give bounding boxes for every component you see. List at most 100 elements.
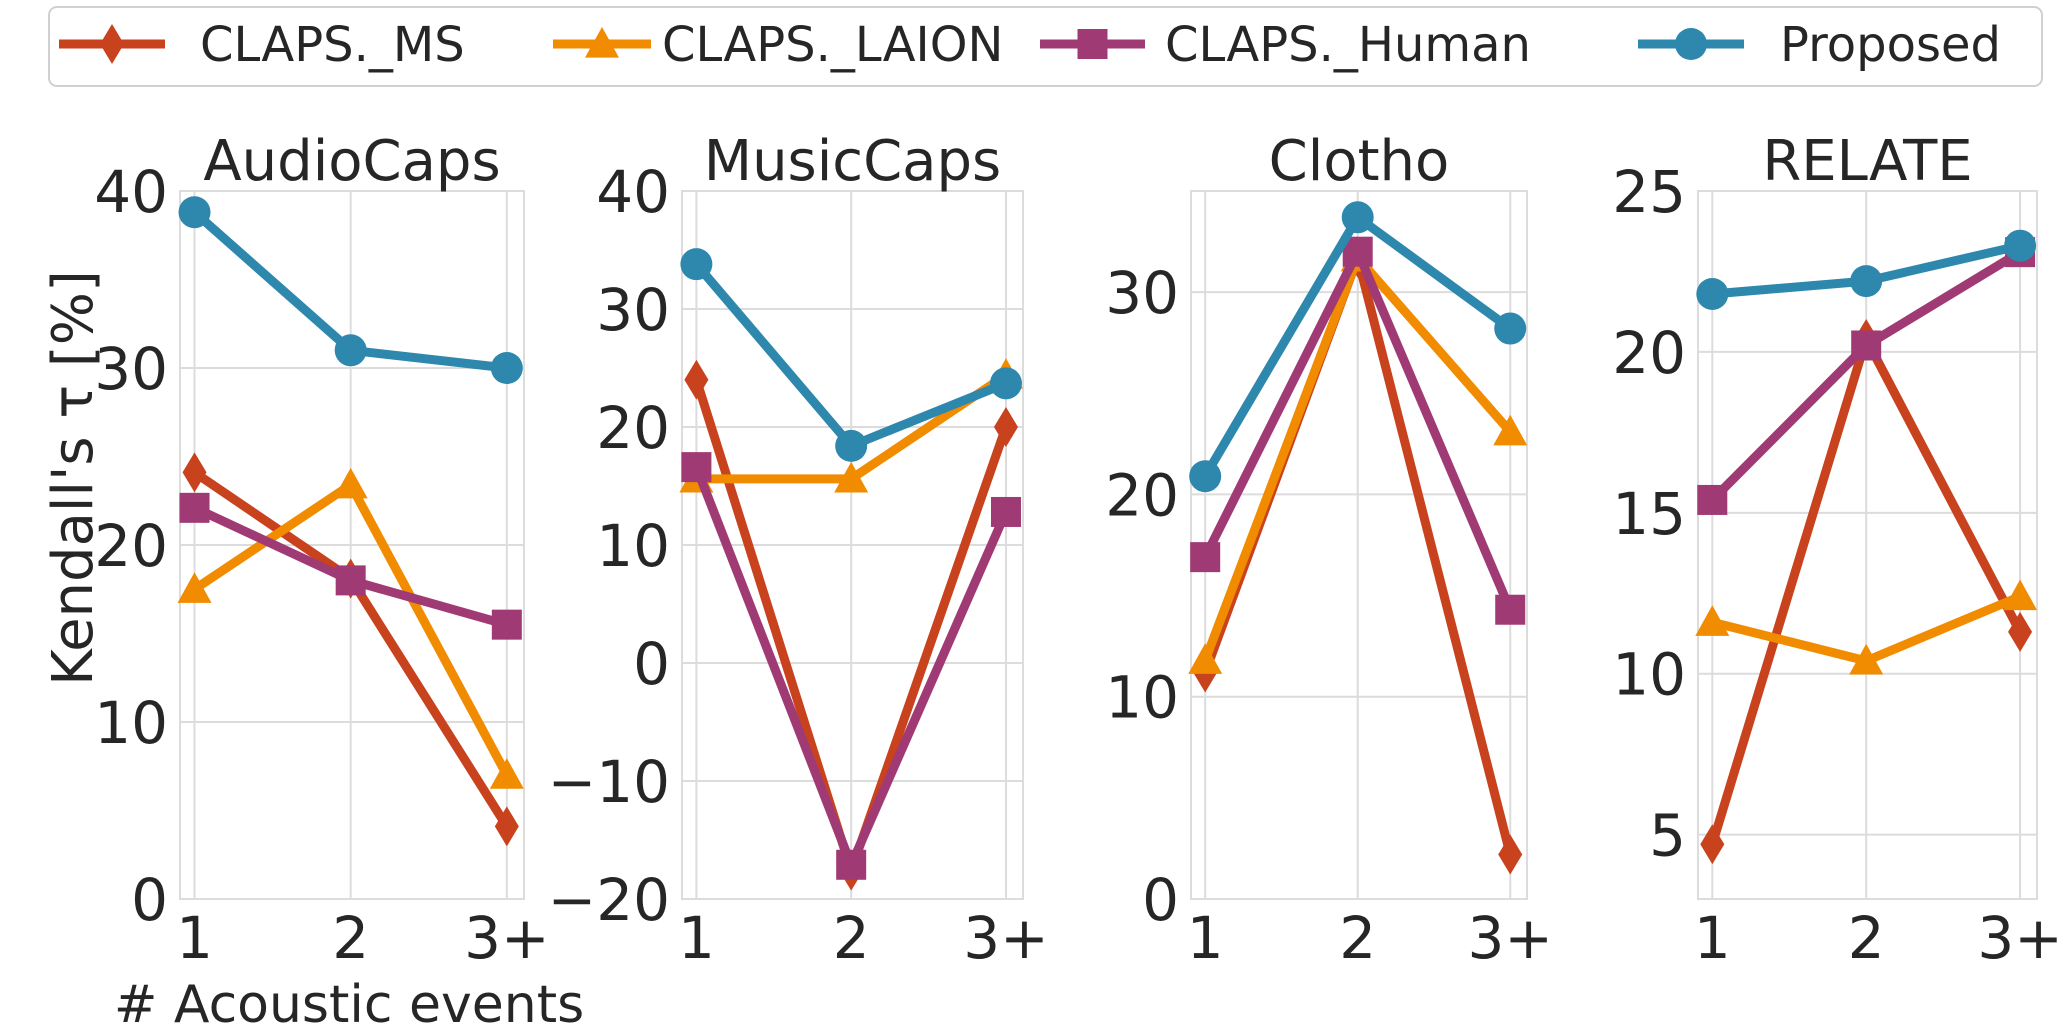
data-point <box>182 452 207 493</box>
data-point <box>2003 579 2038 611</box>
subplot-title: MusicCaps <box>704 129 1001 194</box>
legend-entry: CLAPS._LAION <box>553 17 1003 73</box>
data-point <box>1495 594 1526 625</box>
subplot-audiocaps: 0 10 20 30 40 1 2 3+ AudioCaps <box>94 129 549 972</box>
legend-label: CLAPS._LAION <box>662 17 1003 73</box>
data-point <box>1849 643 1884 675</box>
data-point <box>491 609 522 640</box>
diamond-marker-icon <box>100 24 124 64</box>
y-tick-label: 20 <box>1612 319 1686 387</box>
data-point <box>178 196 211 229</box>
x-tick-label: 2 <box>1339 904 1376 972</box>
y-tick-label: 40 <box>596 158 670 226</box>
series-proposed <box>1696 229 2037 310</box>
data-point <box>335 565 366 596</box>
triangle-marker-icon <box>585 27 619 58</box>
series-claps-human <box>681 452 1021 880</box>
y-axis-label: Kendall's τ [%] <box>41 270 106 686</box>
data-point <box>490 352 523 384</box>
data-point <box>834 461 869 493</box>
y-tick-label: 5 <box>1649 802 1686 870</box>
series-proposed <box>1189 201 1527 493</box>
x-tick-label: 1 <box>176 904 213 972</box>
legend-label: CLAPS._MS <box>200 17 465 73</box>
y-tick-label: 10 <box>1612 641 1686 709</box>
y-tick-label: 20 <box>1105 461 1179 529</box>
x-tick-label: 1 <box>1187 904 1224 972</box>
data-point <box>2004 229 2037 262</box>
x-tick-label: 3+ <box>1467 904 1553 972</box>
series-claps-laion <box>1695 579 2038 675</box>
y-tick-label: 40 <box>94 158 168 226</box>
data-point <box>1341 201 1374 234</box>
y-tick-label: 20 <box>596 394 670 462</box>
square-marker-icon <box>1077 29 1108 59</box>
y-tick-label: −20 <box>548 866 670 934</box>
y-tick-label: 10 <box>94 689 168 757</box>
x-axis-label: # Acoustic events <box>114 975 584 1030</box>
x-tick-label: 2 <box>1848 904 1885 972</box>
axes-frame <box>1697 190 2038 900</box>
legend-label: Proposed <box>1780 17 2001 73</box>
y-tick-label: 25 <box>1612 158 1686 226</box>
y-tick-label: 15 <box>1612 480 1686 548</box>
data-point <box>835 429 868 462</box>
legend-entry: CLAPS._MS <box>59 17 465 73</box>
y-tick-label: 10 <box>1105 664 1179 732</box>
data-point <box>836 849 867 880</box>
y-tick-label: 10 <box>596 512 670 580</box>
data-point <box>2008 611 2033 652</box>
x-tick-label: 3+ <box>963 904 1049 972</box>
data-point <box>1850 265 1883 298</box>
data-point <box>489 758 524 789</box>
subplot-title: Clotho <box>1269 129 1450 194</box>
legend-label: CLAPS._Human <box>1165 17 1531 73</box>
x-tick-label: 1 <box>1694 904 1731 972</box>
data-point <box>1190 542 1221 573</box>
data-point <box>1700 824 1725 865</box>
legend-entry: CLAPS._Human <box>1040 17 1531 73</box>
subplot-title: AudioCaps <box>203 129 500 194</box>
subplot-musiccaps: −20 −10 0 10 20 30 40 1 2 3+ MusicCaps <box>548 129 1049 972</box>
series-claps-laion <box>177 467 524 789</box>
y-tick-label: 20 <box>94 512 168 580</box>
axes-frame <box>179 190 525 900</box>
series-proposed <box>178 196 523 384</box>
y-tick-label: −10 <box>548 748 670 816</box>
x-tick-label: 2 <box>332 904 369 972</box>
data-point <box>177 572 212 603</box>
y-tick-label: 30 <box>1105 259 1179 327</box>
y-tick-label: 0 <box>131 866 168 934</box>
data-point <box>990 496 1021 527</box>
data-point <box>681 452 712 483</box>
axes-frame <box>1190 190 1528 900</box>
y-tick-label: 30 <box>94 335 168 403</box>
data-point <box>989 367 1022 400</box>
series-claps-human <box>1190 236 1526 625</box>
data-point <box>1493 414 1528 446</box>
axes-frame <box>681 190 1024 900</box>
x-tick-label: 3+ <box>464 904 550 972</box>
y-tick-label: 0 <box>1142 866 1179 934</box>
subplot-title: RELATE <box>1762 129 1972 194</box>
data-point <box>333 467 368 499</box>
subplot-clotho: 0 10 20 30 1 2 3+ Clotho <box>1105 129 1553 972</box>
x-tick-label: 2 <box>833 904 870 972</box>
data-point <box>1494 312 1527 345</box>
data-point <box>334 334 367 367</box>
y-tick-label: 30 <box>596 276 670 344</box>
y-tick-label: 0 <box>633 630 670 698</box>
data-point <box>1189 460 1222 493</box>
data-point <box>179 492 210 523</box>
circle-marker-icon <box>1675 28 1707 60</box>
data-point <box>1851 330 1882 361</box>
x-tick-label: 3+ <box>1977 904 2063 972</box>
data-point <box>1695 605 1730 636</box>
series-claps-human <box>179 492 522 640</box>
series-proposed <box>680 248 1022 462</box>
legend: CLAPS._MS CLAPS._LAION CLAPS._Human Propose… <box>48 6 2043 87</box>
data-point <box>1696 277 1729 310</box>
data-point <box>1697 484 1728 515</box>
